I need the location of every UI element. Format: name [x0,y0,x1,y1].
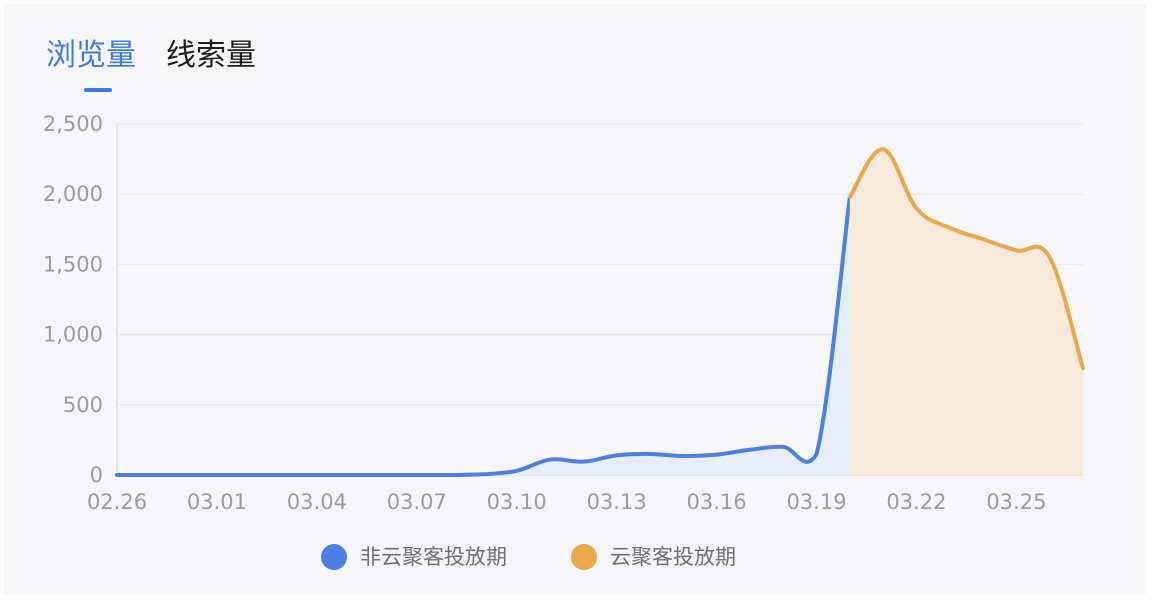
data-point [615,453,619,457]
x-tick-label: 03.10 [487,490,547,514]
legend-label: 非云聚客投放期 [360,545,507,569]
data-point [981,237,985,241]
data-point [248,473,252,477]
data-point [648,452,652,456]
data-point [848,195,852,199]
data-point [148,473,152,477]
y-tick-label: 2,500 [43,112,103,136]
active-tab-indicator [84,88,112,92]
x-tick-label: 03.13 [587,490,647,514]
data-point [781,445,785,449]
data-point [1048,255,1052,259]
data-point [581,460,585,464]
x-tick-label: 02.26 [87,490,147,514]
data-point [1081,366,1085,370]
series-area-0 [117,197,850,475]
chart-card: 浏览量 线索量 0 500 1,000 1,500 2,000 2,500 02.26 03.… [4,4,1146,594]
x-tick-label: 03.16 [687,490,747,514]
data-point [348,473,352,477]
x-tick-label: 03.07 [387,490,447,514]
x-tick-label: 03.04 [287,490,347,514]
data-point [481,472,485,476]
data-point [914,206,918,210]
series-line-1 [847,147,1085,371]
data-point [548,458,552,462]
data-point [415,473,419,477]
data-point [215,473,219,477]
x-tick-label: 03.01 [187,490,247,514]
data-point [815,452,819,456]
legend-marker [571,544,597,570]
data-point [1014,248,1018,252]
legend-label: 云聚客投放期 [610,545,736,569]
data-point [115,473,119,477]
data-point [881,147,885,151]
page-views-chart: 0 500 1,000 1,500 2,000 2,500 02.26 03.01 03.04 0… [43,112,1085,570]
x-tick-label: 03.25 [986,490,1046,514]
tab-leads[interactable]: 线索量 [166,38,256,73]
data-point [715,453,719,457]
y-tick-label: 500 [63,393,103,417]
tab-page-views[interactable]: 浏览量 [46,38,136,73]
legend-marker [321,544,347,570]
y-tick-label: 1,500 [43,252,103,276]
y-tick-label: 0 [90,463,103,487]
data-point [515,469,519,473]
series-area-1 [849,149,1083,475]
data-point [681,454,685,458]
y-tick-label: 1,000 [43,323,103,347]
data-point [282,473,286,477]
series-line-0 [115,195,852,477]
data-point [381,473,385,477]
data-point [748,448,752,452]
data-point [948,226,952,230]
x-tick-label: 03.22 [886,490,946,514]
x-tick-label: 03.19 [786,490,846,514]
data-point [315,473,319,477]
data-point [448,473,452,477]
y-tick-label: 2,000 [43,182,103,206]
data-point [182,473,186,477]
